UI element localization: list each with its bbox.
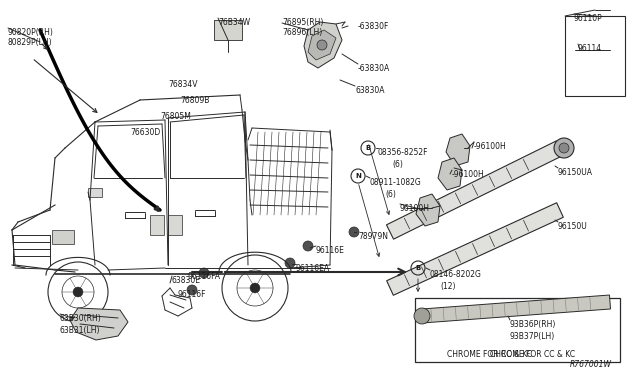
- Text: (6): (6): [392, 160, 403, 169]
- Circle shape: [349, 227, 359, 237]
- Text: CHROME FOR CC & KC: CHROME FOR CC & KC: [447, 350, 532, 359]
- Text: 63830E: 63830E: [172, 276, 201, 285]
- Bar: [415, 298, 620, 362]
- Text: -96100H: -96100H: [474, 142, 507, 151]
- Bar: [52, 230, 74, 244]
- Polygon shape: [422, 295, 611, 323]
- Circle shape: [303, 241, 313, 251]
- Circle shape: [285, 258, 295, 268]
- Text: 96110P: 96110P: [574, 14, 603, 23]
- Text: 76809B: 76809B: [180, 96, 209, 105]
- Bar: [150, 215, 164, 235]
- Polygon shape: [304, 22, 342, 68]
- Text: (12): (12): [440, 282, 456, 291]
- Text: 93B37P(LH): 93B37P(LH): [510, 332, 556, 341]
- Text: 76895(RH): 76895(RH): [282, 18, 323, 27]
- Polygon shape: [416, 194, 440, 226]
- Text: 76B34W: 76B34W: [218, 18, 250, 27]
- Text: 76834V: 76834V: [168, 80, 198, 89]
- Text: 96100H: 96100H: [400, 204, 430, 213]
- Text: 08356-8252F: 08356-8252F: [378, 148, 429, 157]
- Circle shape: [414, 308, 430, 324]
- Polygon shape: [70, 308, 128, 340]
- Text: 93B36P(RH): 93B36P(RH): [510, 320, 556, 329]
- Circle shape: [199, 268, 209, 278]
- Text: 96116F: 96116F: [178, 290, 207, 299]
- Text: 96116FA: 96116FA: [188, 272, 221, 281]
- Text: -63830A: -63830A: [358, 64, 390, 73]
- Circle shape: [73, 287, 83, 297]
- Text: CHROME FOR CC & KC: CHROME FOR CC & KC: [490, 350, 575, 359]
- Text: 96116E: 96116E: [316, 246, 345, 255]
- Polygon shape: [308, 30, 336, 60]
- Text: 76896(LH): 76896(LH): [282, 28, 323, 37]
- Circle shape: [559, 143, 569, 153]
- Polygon shape: [446, 134, 470, 166]
- Polygon shape: [387, 141, 564, 239]
- Text: 90820P(RH): 90820P(RH): [8, 28, 54, 37]
- Circle shape: [317, 40, 327, 50]
- Text: 63B30(RH): 63B30(RH): [60, 314, 102, 323]
- Text: 80829P(LH): 80829P(LH): [8, 38, 52, 47]
- Text: 78979N: 78979N: [358, 232, 388, 241]
- Text: B: B: [365, 145, 371, 151]
- Bar: [168, 215, 182, 235]
- Bar: [565, 16, 625, 96]
- Text: B: B: [415, 265, 420, 271]
- Polygon shape: [438, 158, 462, 190]
- Text: 76630D: 76630D: [130, 128, 160, 137]
- Circle shape: [554, 138, 574, 158]
- Text: 76805M: 76805M: [160, 112, 191, 121]
- Text: 63B31(LH): 63B31(LH): [60, 326, 100, 335]
- Bar: [214, 20, 242, 40]
- Text: 08911-1082G: 08911-1082G: [370, 178, 422, 187]
- Text: 96150U: 96150U: [558, 222, 588, 231]
- Text: -63830F: -63830F: [358, 22, 389, 31]
- Text: 96116EA: 96116EA: [296, 264, 330, 273]
- Text: R767001W: R767001W: [570, 360, 612, 369]
- Text: (6): (6): [385, 190, 396, 199]
- Text: N: N: [355, 173, 361, 179]
- Circle shape: [250, 283, 260, 293]
- Polygon shape: [387, 203, 563, 295]
- Text: 63830A: 63830A: [355, 86, 385, 95]
- Text: 08146-8202G: 08146-8202G: [430, 270, 482, 279]
- Text: 96114: 96114: [578, 44, 602, 53]
- Text: -96100H: -96100H: [452, 170, 484, 179]
- Bar: [88, 188, 102, 197]
- Circle shape: [187, 285, 197, 295]
- Text: 96150UA: 96150UA: [558, 168, 593, 177]
